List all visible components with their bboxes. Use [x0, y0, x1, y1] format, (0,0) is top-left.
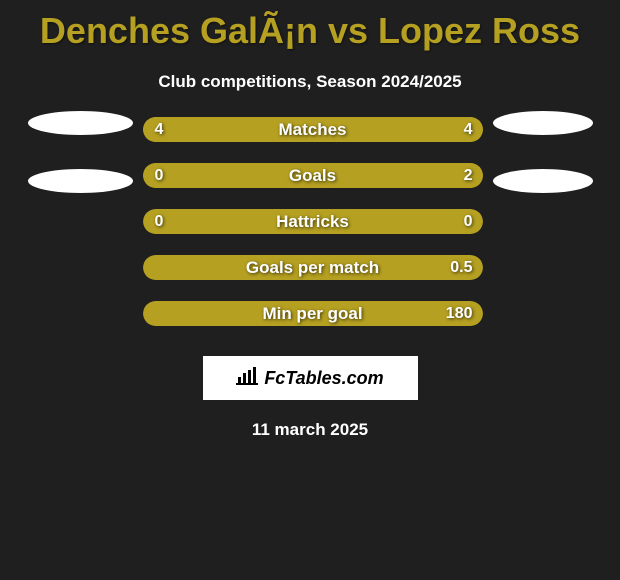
- date-text: 11 march 2025: [0, 420, 620, 440]
- stat-row: Min per goal180: [143, 301, 483, 326]
- stat-label: Goals per match: [143, 255, 483, 280]
- stat-row: 4Matches4: [143, 117, 483, 142]
- logo-text: FcTables.com: [264, 368, 383, 389]
- ellipse-marker: [28, 111, 133, 135]
- stat-label: Min per goal: [143, 301, 483, 326]
- stat-row: 0Goals2: [143, 163, 483, 188]
- chart-icon: [236, 367, 258, 390]
- stat-label: Goals: [143, 163, 483, 188]
- stat-label: Matches: [143, 117, 483, 142]
- stat-right-value: 0.5: [450, 255, 472, 280]
- stat-right-value: 0: [464, 209, 473, 234]
- subtitle: Club competitions, Season 2024/2025: [0, 72, 620, 92]
- stat-row: 0Hattricks0: [143, 209, 483, 234]
- stat-right-value: 2: [464, 163, 473, 188]
- ellipse-marker: [493, 111, 593, 135]
- stat-right-value: 4: [464, 117, 473, 142]
- ellipse-marker: [493, 169, 593, 193]
- left-player-markers: [28, 111, 133, 193]
- stat-label: Hattricks: [143, 209, 483, 234]
- stat-row: Goals per match0.5: [143, 255, 483, 280]
- right-player-markers: [493, 111, 593, 193]
- stats-bars: 4Matches40Goals20Hattricks0Goals per mat…: [143, 117, 483, 326]
- ellipse-marker: [28, 169, 133, 193]
- stat-right-value: 180: [446, 301, 473, 326]
- logo-box: FcTables.com: [203, 356, 418, 400]
- comparison-container: 4Matches40Goals20Hattricks0Goals per mat…: [0, 117, 620, 326]
- page-title: Denches GalÃ¡n vs Lopez Ross: [0, 0, 620, 52]
